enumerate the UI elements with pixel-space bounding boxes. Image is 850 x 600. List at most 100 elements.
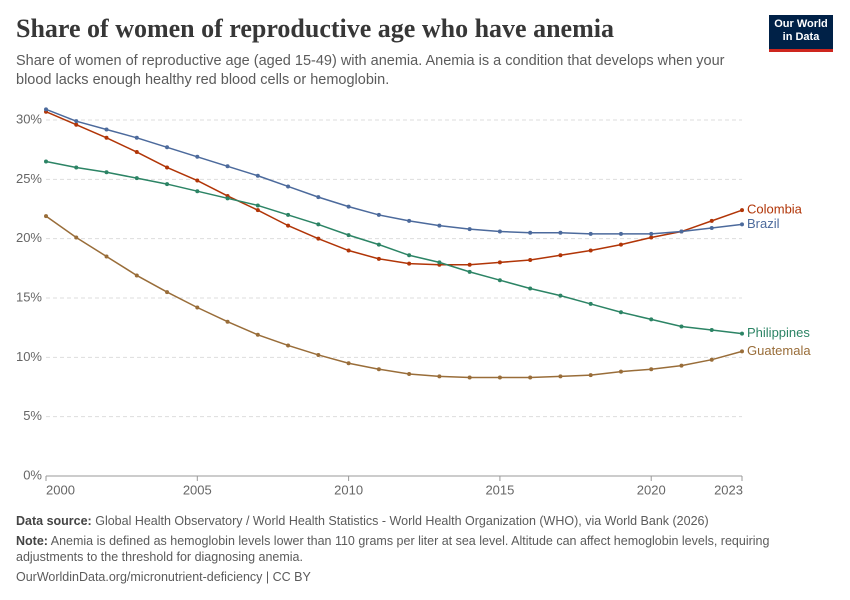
data-point: [437, 223, 442, 228]
data-point: [618, 231, 623, 236]
series-line: [45, 160, 743, 335]
data-point: [497, 260, 502, 265]
x-tick-label: 2023: [714, 482, 743, 497]
logo-line: in Data: [782, 31, 820, 43]
data-point: [44, 214, 48, 219]
data-point: [165, 290, 170, 295]
data-point: [649, 317, 654, 322]
data-point: [346, 248, 351, 253]
data-point: [528, 286, 533, 291]
data-point: [346, 361, 351, 366]
data-point: [407, 253, 412, 258]
note: Note: Anemia is defined as hemoglobin le…: [16, 533, 816, 565]
data-point: [104, 135, 109, 140]
data-point: [649, 367, 654, 372]
data-point: [618, 369, 623, 374]
data-point: [74, 122, 79, 127]
data-point: [709, 218, 714, 223]
x-tick-label: 2010: [334, 482, 363, 497]
series-line: [45, 108, 743, 235]
data-point: [225, 164, 230, 169]
source-text: Global Health Observatory / World Health…: [95, 514, 709, 528]
data-point: [649, 231, 654, 236]
data-point: [255, 173, 260, 178]
data-point: [165, 145, 170, 150]
data-point: [376, 367, 381, 372]
footer[interactable]: OurWorldinData.org/micronutrient-deficie…: [16, 570, 311, 584]
data-point: [134, 150, 139, 155]
data-point: [497, 375, 502, 380]
data-point: [316, 352, 321, 357]
y-tick-label: 5%: [23, 408, 42, 423]
data-point: [528, 258, 533, 263]
data-point: [558, 374, 563, 379]
data-point: [225, 319, 230, 324]
data-point: [316, 236, 321, 241]
data-point: [740, 208, 744, 213]
note-text: Anemia is defined as hemoglobin levels l…: [16, 534, 770, 564]
data-point: [649, 235, 654, 240]
data-point: [134, 135, 139, 140]
data-point: [679, 229, 684, 234]
data-point: [104, 170, 109, 175]
data-point: [255, 332, 260, 337]
data-point: [588, 301, 593, 306]
logo[interactable]: Our World in Data: [769, 15, 833, 52]
data-point: [376, 242, 381, 247]
data-point: [497, 229, 502, 234]
data-point: [558, 253, 563, 258]
data-point: [255, 203, 260, 208]
data-point: [679, 363, 684, 368]
data-point: [286, 223, 291, 228]
data-point: [286, 343, 291, 348]
data-point: [618, 242, 623, 247]
series-label: Philippines: [747, 325, 810, 340]
data-point: [528, 375, 533, 380]
data-point: [104, 254, 109, 259]
chart-subtitle: Share of women of reproductive age (aged…: [16, 53, 725, 88]
x-tick-label: 2015: [485, 482, 514, 497]
data-point: [740, 222, 744, 227]
data-point: [709, 225, 714, 230]
data-point: [74, 165, 79, 170]
y-tick-label: 25%: [16, 171, 42, 186]
data-point: [134, 273, 139, 278]
data-point: [134, 176, 139, 181]
y-tick-label: 15%: [16, 289, 42, 304]
chart-title: Share of women of reproductive age who h…: [16, 14, 614, 43]
data-point: [74, 235, 79, 240]
data-point: [467, 262, 472, 267]
source-label: Data source:: [16, 514, 92, 528]
data-point: [165, 182, 170, 187]
x-tick-label: 2000: [46, 482, 75, 497]
source: Data source: Global Health Observatory /…: [16, 513, 816, 529]
data-point: [740, 331, 744, 336]
data-point: [467, 269, 472, 274]
data-point: [195, 178, 200, 183]
data-point: [104, 127, 109, 132]
data-point: [195, 154, 200, 159]
data-point: [709, 328, 714, 333]
data-point: [165, 165, 170, 170]
data-point: [588, 248, 593, 253]
data-point: [709, 357, 714, 362]
series-line: [45, 215, 743, 379]
data-point: [195, 189, 200, 194]
x-tick-label: 2020: [637, 482, 666, 497]
y-tick-label: 0%: [23, 467, 42, 482]
data-point: [74, 119, 79, 124]
data-point: [346, 204, 351, 209]
data-point: [467, 375, 472, 380]
data-point: [255, 208, 260, 213]
data-point: [437, 374, 442, 379]
data-point: [618, 310, 623, 315]
data-point: [558, 293, 563, 298]
chart: 0% 5% 10% 15% 20% 25% 30% 2000 2005 2010 2015 2020 2…: [16, 107, 811, 497]
series-label: Colombia: [747, 202, 803, 217]
data-point: [346, 233, 351, 238]
series-line: [45, 111, 743, 266]
data-point: [588, 373, 593, 378]
data-point: [316, 195, 321, 200]
data-point: [407, 371, 412, 376]
